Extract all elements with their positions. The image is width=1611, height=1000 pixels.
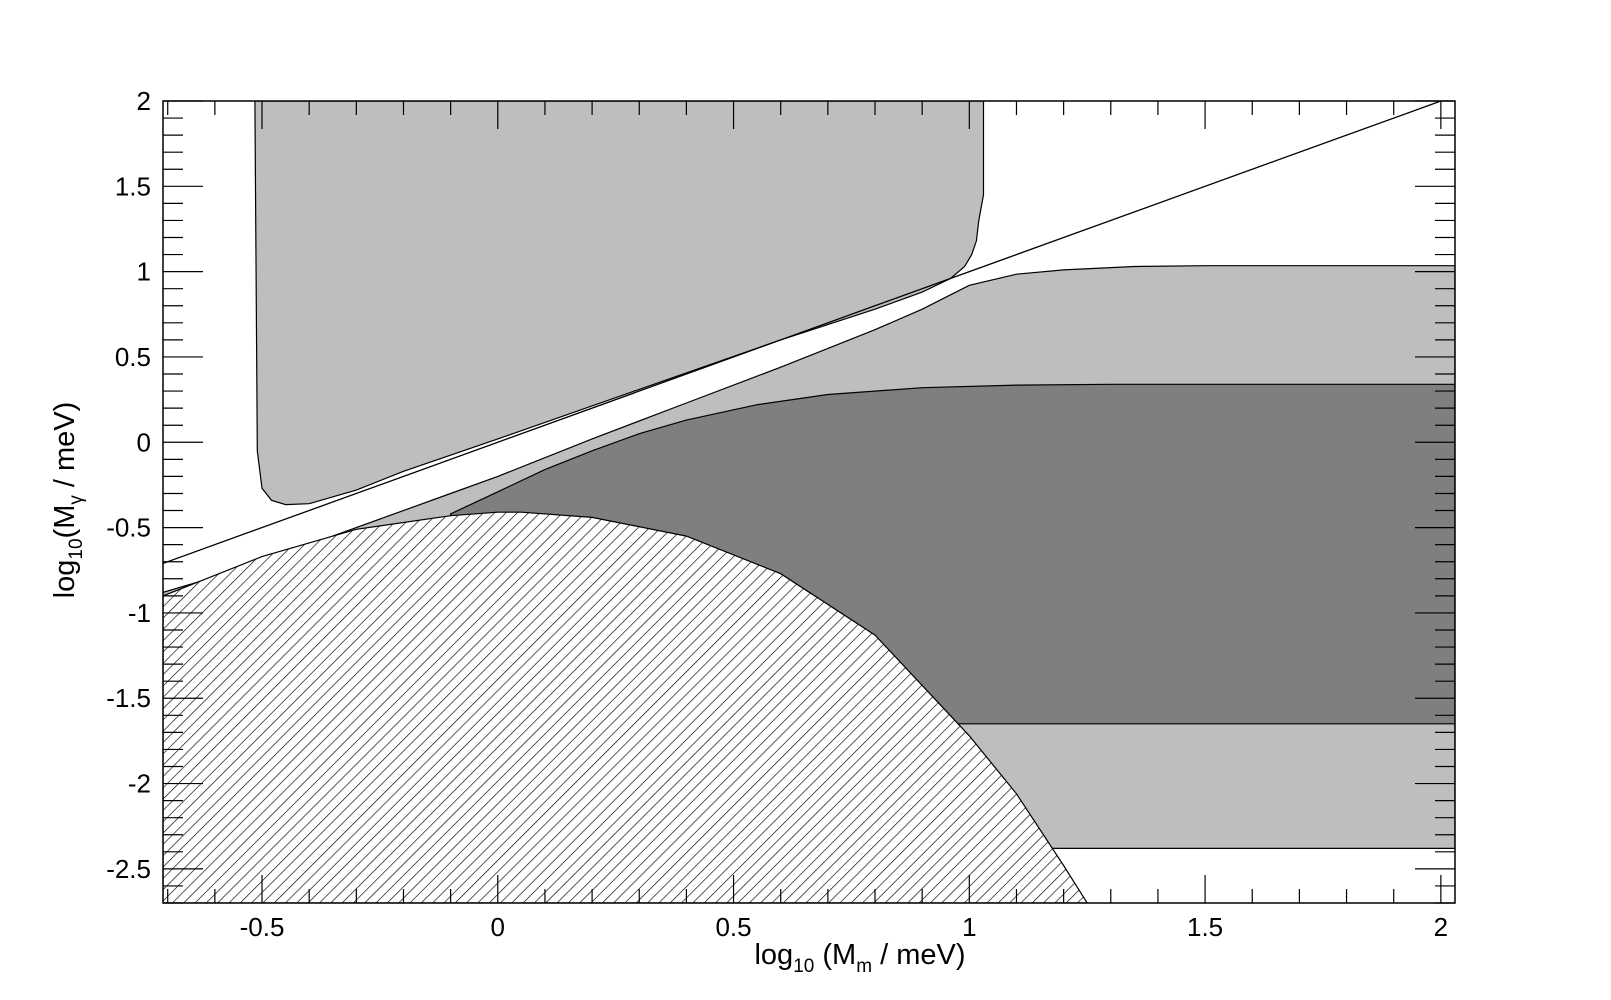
y-tick-label: -0.5 [106, 513, 151, 543]
x-tick-label: -0.5 [240, 912, 285, 942]
x-tick-label: 0.5 [715, 912, 751, 942]
x-tick-label: 1.5 [1187, 912, 1223, 942]
x-tick-label: 0 [491, 912, 505, 942]
x-tick-label: 1 [962, 912, 976, 942]
plot-frame [162, 100, 1456, 904]
y-tick-label: -2 [128, 769, 151, 799]
labels-layer: -0.5 0 0.5 1 1.5 2 -2.5 -2 -1.5 -1 -0.5 0 0.5 1 1.5 2 [106, 86, 1448, 942]
y-tick-label: 0.5 [115, 342, 151, 372]
boundary-line-1 [163, 101, 1442, 565]
y-axis-title: log10(Mγ / meV) [49, 402, 87, 599]
lines-layer [163, 101, 1442, 565]
y-tick-label: 1.5 [115, 171, 151, 201]
x-tick-label: 2 [1434, 912, 1448, 942]
ticks-layer [163, 100, 1455, 904]
y-tick-label: 1 [137, 257, 151, 287]
y-tick-label: -1.5 [106, 683, 151, 713]
x-axis-title: log10 (Mm / meV) [754, 939, 965, 977]
hatched-region [163, 511, 1088, 903]
y-tick-label: 2 [137, 86, 151, 116]
regions-layer [163, 101, 1455, 903]
y-tick-label: 0 [137, 427, 151, 457]
y-tick-label: -1 [128, 598, 151, 628]
y-tick-label: -2.5 [106, 854, 151, 884]
